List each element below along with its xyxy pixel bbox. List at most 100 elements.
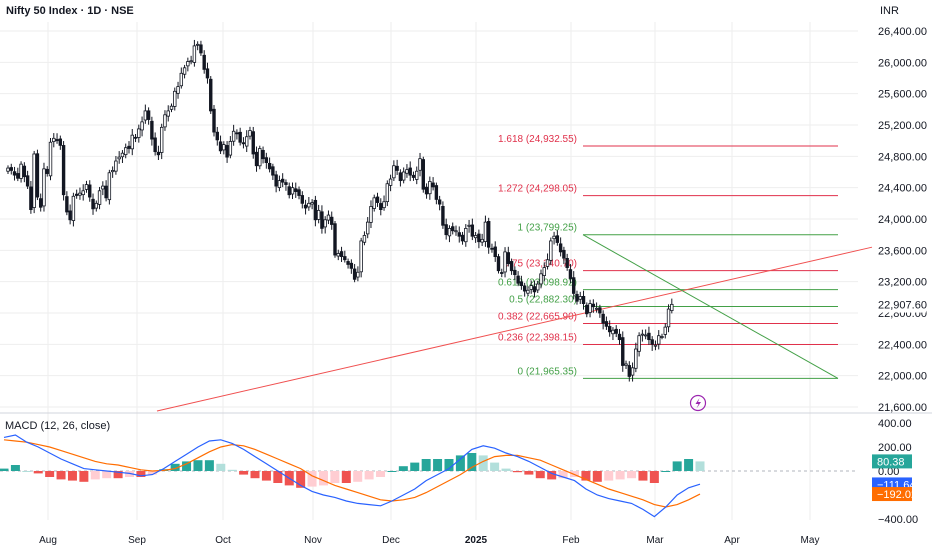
fib-level-label: 0 (21,965.35): [518, 366, 578, 377]
candle-body: [313, 199, 318, 221]
candle-body: [339, 251, 344, 258]
candle-body: [277, 180, 282, 188]
candle-body: [42, 168, 46, 207]
macd-histogram-bar: [615, 471, 625, 480]
candle-body: [470, 224, 475, 237]
candle-body: [166, 110, 170, 117]
candle-body: [343, 256, 347, 261]
macd-histogram-bar: [649, 471, 659, 483]
macd-histogram-bar: [467, 453, 477, 471]
candle-body: [29, 186, 33, 211]
macd-histogram-bar: [433, 459, 443, 471]
fib-level-label: 0.236 (22,398.15): [498, 332, 577, 343]
macd-histogram-bar: [22, 471, 32, 472]
candle-body: [231, 130, 236, 142]
macd-histogram-bar: [56, 471, 66, 480]
candle-body: [536, 283, 540, 291]
candle-body: [192, 45, 197, 63]
candle-body: [195, 43, 200, 46]
candle-body: [585, 304, 589, 315]
candle-body: [352, 268, 357, 280]
macd-histogram-bar: [501, 468, 511, 471]
candle-body: [405, 169, 409, 174]
candle-body: [555, 235, 560, 243]
candle-body: [326, 214, 331, 221]
macd-histogram-bar: [239, 471, 249, 475]
candle-body: [336, 253, 340, 257]
candle-body: [460, 234, 465, 242]
price-tick-label: 26,000.00: [878, 57, 927, 69]
candle-body: [274, 174, 278, 187]
candle-body: [349, 262, 354, 269]
candle-body: [150, 120, 154, 140]
macd-histogram-bar: [581, 471, 591, 481]
macd-histogram-bar: [592, 471, 602, 482]
candle-body: [549, 240, 553, 261]
candle-body: [411, 174, 416, 178]
candle-body: [630, 367, 635, 376]
candle-body: [493, 246, 497, 257]
icons: [689, 394, 707, 412]
histogram-value-badge: [872, 454, 912, 469]
candle-body: [120, 152, 125, 158]
candle-body: [137, 128, 141, 138]
candle-body: [457, 232, 461, 237]
fib-level-label: 0.75 (23,340.70): [504, 259, 577, 270]
signal-value-label: −192.02: [877, 489, 917, 501]
macd-pane: [0, 434, 858, 518]
time-tick-label: May: [801, 535, 820, 546]
candle-body: [323, 219, 327, 228]
macd-histogram-bar: [193, 460, 203, 471]
candle-body: [529, 285, 533, 290]
candle-body: [316, 209, 321, 220]
macd-histogram-bar: [90, 471, 100, 480]
grid-lines: [0, 22, 932, 520]
macd-histogram-bar: [684, 459, 694, 471]
macd-histogram-bar: [318, 471, 328, 486]
candle-body: [307, 202, 311, 208]
candlestick-series: [6, 39, 674, 382]
macd-histogram-bar: [421, 459, 431, 471]
candle-body: [670, 303, 674, 311]
candle-body: [545, 259, 550, 267]
candle-body: [657, 335, 661, 345]
macd-histogram-bar: [102, 471, 112, 479]
candle-body: [365, 221, 370, 235]
candle-body: [333, 223, 337, 256]
macd-title: MACD (12, 26, close): [5, 420, 111, 432]
candle-body: [251, 131, 255, 155]
candle-body: [375, 196, 380, 203]
candle-body: [454, 230, 458, 233]
candle-body: [45, 168, 49, 174]
candle-body: [71, 195, 76, 221]
macd-histogram-bar: [638, 471, 648, 481]
candle-body: [451, 226, 455, 232]
candle-body: [101, 185, 105, 190]
time-tick-label: Nov: [304, 535, 322, 546]
candle-body: [68, 210, 72, 221]
candle-body: [225, 145, 229, 158]
falling-trendline: [582, 234, 839, 379]
candle-body: [617, 333, 622, 341]
candle-body: [65, 196, 69, 213]
time-tick-label: 2025: [465, 535, 488, 546]
candle-body: [496, 256, 501, 272]
candle-body: [637, 335, 641, 352]
macd-tick-label: 0.00: [878, 466, 899, 478]
macd-histogram-bar: [695, 461, 705, 471]
candle-body: [519, 281, 524, 286]
price-tick-label: 24,000.00: [878, 214, 927, 226]
macd-histogram-bar: [387, 471, 397, 472]
price-tick-label: 22,000.00: [878, 371, 927, 383]
candle-body: [382, 201, 386, 209]
candle-body: [153, 137, 157, 153]
candle-body: [506, 252, 511, 265]
macd-histogram-bar: [490, 462, 500, 471]
candle-body: [91, 198, 95, 210]
candle-body: [287, 186, 291, 196]
candle-body: [431, 182, 435, 188]
macd-histogram-bar: [455, 455, 465, 471]
candle-body: [215, 131, 219, 141]
candle-body: [107, 172, 112, 201]
